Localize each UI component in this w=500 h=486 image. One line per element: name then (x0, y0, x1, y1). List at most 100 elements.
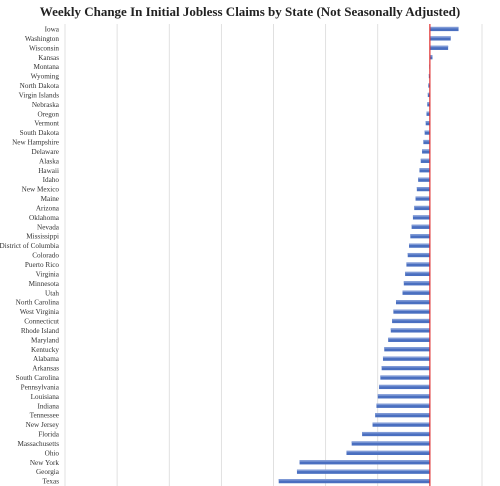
category-label: Kansas (38, 54, 59, 62)
category-label: Georgia (36, 468, 60, 476)
bar-highlight (420, 158, 430, 161)
bar-highlight (379, 384, 430, 387)
bar (406, 262, 430, 267)
category-label: Iowa (45, 26, 60, 34)
category-label: New York (30, 459, 60, 467)
category-label: North Dakota (20, 82, 60, 90)
category-label: New Hampshire (12, 139, 59, 147)
category-label: District of Columbia (0, 242, 60, 250)
bar-highlight (380, 375, 430, 377)
bar (407, 252, 430, 258)
category-label: Vermont (34, 120, 59, 128)
category-label: North Carolina (16, 299, 60, 307)
bar (395, 300, 430, 305)
bar (420, 158, 430, 163)
bar (409, 243, 430, 248)
category-label: Maryland (31, 336, 59, 344)
category-label: Pennsylvania (21, 383, 60, 391)
bar-highlight (346, 450, 430, 453)
category-label: New Mexico (22, 186, 60, 194)
bars (278, 26, 459, 484)
bar-highlight (375, 413, 430, 415)
bar-highlight (423, 139, 430, 142)
bar (362, 431, 430, 437)
category-label: Arkansas (32, 365, 59, 373)
bar-highlight (409, 243, 430, 246)
category-label: Alaska (39, 157, 60, 165)
bar-highlight (351, 441, 430, 443)
bar (429, 26, 459, 32)
bar-highlight (429, 55, 433, 57)
bar-highlight (415, 196, 430, 198)
bar (422, 149, 430, 154)
bar-highlight (393, 309, 430, 311)
bar-highlight (381, 366, 430, 368)
bar-highlight (422, 149, 430, 151)
bar (402, 290, 430, 295)
bar-highlight (424, 130, 430, 132)
category-label: New Jersey (26, 421, 60, 429)
bar-highlight (377, 394, 430, 396)
bar (410, 234, 430, 239)
category-label: Ohio (45, 449, 60, 457)
category-label: Mississippi (26, 233, 59, 241)
bar-highlight (407, 252, 430, 255)
category-label: Texas (42, 478, 59, 486)
bar-highlight (402, 290, 430, 293)
bar-highlight (405, 271, 430, 274)
bar (427, 92, 430, 98)
bar (423, 139, 430, 145)
category-label: Utah (45, 289, 59, 297)
bar (429, 36, 451, 41)
bar (393, 309, 430, 314)
bar (405, 271, 430, 277)
category-label: Connecticut (24, 318, 59, 326)
bar (425, 121, 430, 126)
category-label: Colorado (32, 252, 59, 260)
bar (380, 375, 430, 380)
bar (403, 281, 430, 286)
category-label: South Dakota (20, 129, 60, 137)
bar-highlight (414, 205, 430, 208)
bar-highlight (406, 262, 430, 264)
category-label: Virginia (36, 270, 60, 278)
category-label: Rhode Island (21, 327, 60, 335)
category-label: Minnesota (29, 280, 60, 288)
category-label: Indiana (37, 402, 59, 410)
category-label: Hawaii (38, 167, 59, 175)
bar (299, 460, 430, 465)
category-label: West Virginia (20, 308, 60, 316)
category-label: Alabama (33, 355, 60, 363)
bar (381, 366, 430, 371)
category-label: Florida (38, 431, 60, 439)
bar-highlight (362, 431, 430, 434)
bar-highlight (429, 45, 449, 48)
category-label: Puerto Rico (25, 261, 60, 269)
bar (418, 177, 430, 182)
bar-highlight (419, 168, 430, 170)
bar (412, 215, 430, 220)
bar (379, 384, 430, 390)
bar-highlight (429, 26, 459, 29)
category-label: Tennessee (30, 412, 59, 420)
bar-highlight (425, 121, 430, 123)
category-label: Washington (25, 35, 60, 43)
bar (296, 469, 430, 474)
bar-highlight (426, 111, 430, 114)
bar-highlight (395, 300, 430, 302)
bar (411, 224, 430, 229)
bar (429, 55, 433, 60)
bar-highlight (392, 318, 430, 321)
category-label: Wyoming (31, 73, 60, 81)
category-label: Nebraska (32, 101, 60, 109)
bar (372, 422, 430, 427)
bar (382, 356, 430, 361)
category-label: Nevada (37, 223, 60, 231)
bar-highlight (384, 347, 430, 349)
bar-highlight (376, 403, 430, 406)
bar-highlight (428, 83, 430, 85)
category-label: Kentucky (31, 346, 59, 354)
category-label: South Carolina (16, 374, 60, 382)
bar-highlight (427, 92, 430, 95)
bar (416, 187, 430, 192)
